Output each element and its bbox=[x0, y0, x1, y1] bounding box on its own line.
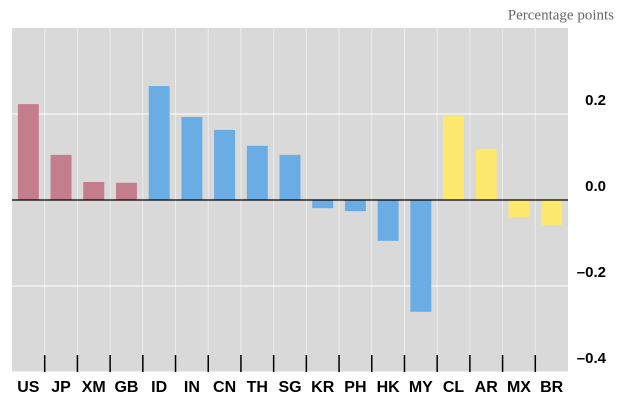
bar bbox=[508, 200, 530, 218]
x-tick-label: KR bbox=[311, 379, 335, 396]
bar bbox=[83, 181, 105, 200]
x-tick-label: PH bbox=[344, 379, 366, 396]
x-tick-label: CN bbox=[213, 379, 236, 396]
axis-unit: Percentage points bbox=[508, 7, 614, 23]
bar bbox=[344, 200, 366, 212]
y-tick-label: –0.4 bbox=[577, 350, 607, 367]
x-tick-label: BR bbox=[540, 379, 564, 396]
bar bbox=[279, 154, 301, 200]
bar bbox=[17, 104, 39, 200]
bar bbox=[181, 117, 203, 200]
x-tick-label: MY bbox=[409, 379, 433, 396]
x-tick-label: HK bbox=[377, 379, 401, 396]
bar bbox=[148, 86, 170, 200]
y-tick-label: 0.2 bbox=[585, 92, 606, 109]
x-tick-label: ID bbox=[151, 379, 167, 396]
y-tick-label: –0.2 bbox=[577, 264, 606, 281]
x-tick-label: JP bbox=[51, 379, 71, 396]
x-tick-label: GB bbox=[114, 379, 138, 396]
bar bbox=[377, 200, 399, 241]
x-tick-label: MX bbox=[507, 379, 531, 396]
x-tick-label: XM bbox=[82, 379, 106, 396]
bar bbox=[50, 154, 72, 200]
bar bbox=[214, 129, 236, 200]
x-tick-label: US bbox=[17, 379, 40, 396]
x-tick-label: IN bbox=[184, 379, 200, 396]
x-tick-label: CL bbox=[443, 379, 465, 396]
x-tick-label: SG bbox=[278, 379, 301, 396]
bar bbox=[312, 200, 334, 209]
bar bbox=[541, 200, 563, 225]
x-tick-label: TH bbox=[247, 379, 268, 396]
bar bbox=[410, 200, 432, 312]
x-tick-label: AR bbox=[475, 379, 499, 396]
bar bbox=[116, 182, 137, 200]
bar bbox=[475, 148, 497, 200]
bar bbox=[443, 116, 464, 200]
y-tick-label: 0.0 bbox=[585, 178, 606, 195]
bar bbox=[246, 145, 268, 200]
